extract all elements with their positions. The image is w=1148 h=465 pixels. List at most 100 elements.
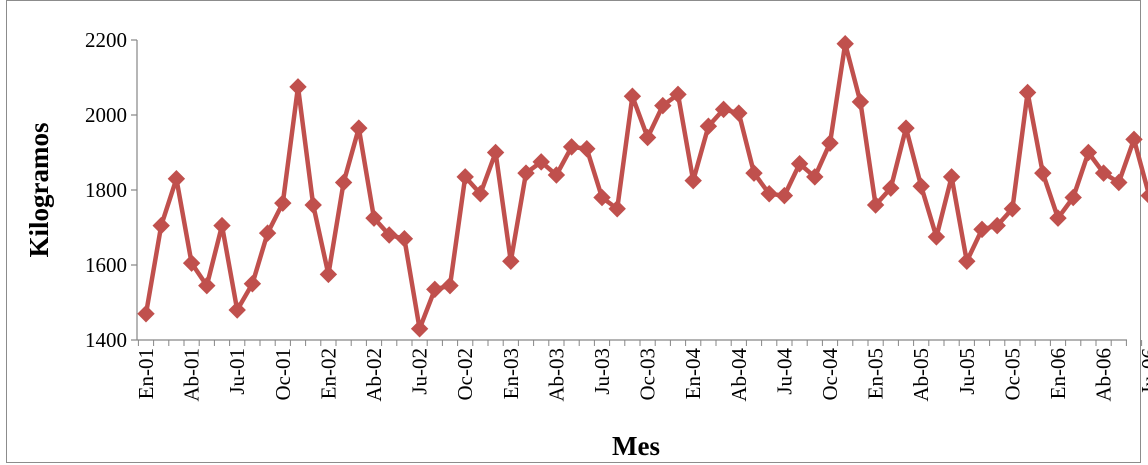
x-tick-label: Ju-05	[955, 348, 979, 395]
x-tick-label: Oc-01	[271, 348, 295, 400]
data-point	[623, 87, 642, 105]
data-point	[851, 93, 870, 111]
data-point	[1140, 188, 1148, 204]
data-point	[593, 188, 611, 207]
data-point	[988, 216, 1006, 235]
data-point	[319, 265, 338, 284]
x-tick-label: Ju-04	[772, 348, 796, 395]
data-point	[243, 275, 262, 293]
x-tick-label: Ab-02	[362, 348, 386, 402]
data-point	[897, 119, 915, 137]
x-tick-label: Ab-05	[909, 348, 933, 402]
y-tick-label: 1600	[85, 253, 127, 277]
data-point	[806, 168, 824, 186]
data-point	[182, 254, 201, 272]
data-point	[836, 35, 854, 53]
data-point	[258, 224, 277, 242]
x-tick-label: Ab-04	[727, 348, 751, 402]
data-point	[866, 196, 885, 214]
data-point	[137, 305, 155, 323]
data-point	[684, 171, 702, 190]
data-point	[380, 226, 398, 244]
chart-frame	[6, 0, 1141, 463]
data-point	[730, 104, 748, 122]
data-point	[654, 96, 672, 115]
data-point	[669, 85, 687, 104]
data-point	[882, 179, 900, 197]
y-tick-label: 2000	[85, 103, 127, 127]
x-tick-label: Oc-02	[453, 348, 477, 400]
data-point	[973, 220, 991, 239]
x-tick-label: Ab-01	[180, 348, 204, 402]
x-axis-title: Mes	[612, 431, 660, 461]
data-point	[274, 194, 292, 212]
data-point	[152, 216, 170, 235]
data-point	[745, 164, 763, 182]
data-point	[471, 185, 490, 203]
data-point	[821, 134, 839, 152]
data-point	[426, 280, 444, 299]
x-tick-label: En-03	[499, 348, 523, 399]
data-point	[456, 168, 474, 186]
data-point	[365, 209, 383, 227]
data-point	[775, 186, 794, 205]
x-tick-label: Oc-03	[636, 348, 660, 400]
x-tick-label: Ab-03	[544, 348, 568, 402]
data-point	[608, 200, 626, 218]
data-point	[395, 230, 414, 248]
data-point	[228, 301, 246, 319]
x-tick-label: En-01	[134, 348, 158, 399]
data-point	[562, 138, 581, 156]
y-axis-title: Kilogramos	[24, 123, 54, 258]
y-tick-label: 2200	[85, 28, 127, 52]
data-point	[334, 173, 353, 192]
x-tick-label: Oc-05	[1000, 348, 1024, 400]
data-point	[760, 185, 778, 203]
data-point	[289, 78, 307, 96]
data-point	[1064, 188, 1082, 207]
data-point	[1034, 164, 1052, 182]
data-point	[714, 100, 733, 119]
data-point	[942, 168, 961, 186]
x-tick-label: Ju-01	[225, 348, 249, 395]
data-point	[1125, 130, 1143, 149]
data-point	[958, 252, 976, 270]
y-tick-label: 1800	[85, 178, 127, 202]
x-tick-label: En-04	[681, 348, 705, 400]
data-point	[441, 276, 459, 295]
data-point	[1003, 200, 1022, 218]
data-point	[198, 276, 216, 295]
data-point	[167, 170, 186, 188]
data-point	[912, 177, 930, 195]
data-point	[517, 164, 535, 182]
data-point	[1079, 143, 1098, 162]
data-point	[790, 155, 809, 173]
x-tick-label: En-06	[1046, 348, 1070, 399]
x-tick-label: En-05	[864, 348, 888, 399]
data-point	[927, 228, 946, 246]
data-point	[1049, 209, 1067, 227]
x-tick-label: En-02	[316, 348, 340, 399]
data-point	[1094, 164, 1113, 182]
data-point	[699, 117, 718, 135]
x-tick-label: Oc-04	[818, 348, 842, 401]
data-point	[1110, 173, 1128, 192]
x-tick-label: Ju-02	[408, 348, 432, 395]
x-tick-label: Ab-06	[1092, 348, 1116, 402]
series-line	[143, 41, 1148, 332]
data-point	[350, 119, 368, 137]
data-point	[502, 252, 520, 270]
x-tick-label: Ju-03	[590, 348, 614, 395]
data-point	[547, 166, 566, 184]
data-point	[410, 320, 429, 338]
data-point	[638, 128, 657, 147]
data-point	[304, 196, 322, 214]
data-point	[578, 140, 596, 158]
data-point	[486, 143, 505, 162]
data-point	[213, 216, 231, 235]
y-tick-label: 1400	[85, 328, 127, 352]
x-tick-label: Ju-06	[1137, 348, 1148, 395]
data-point	[532, 153, 550, 171]
data-point	[1018, 83, 1037, 102]
